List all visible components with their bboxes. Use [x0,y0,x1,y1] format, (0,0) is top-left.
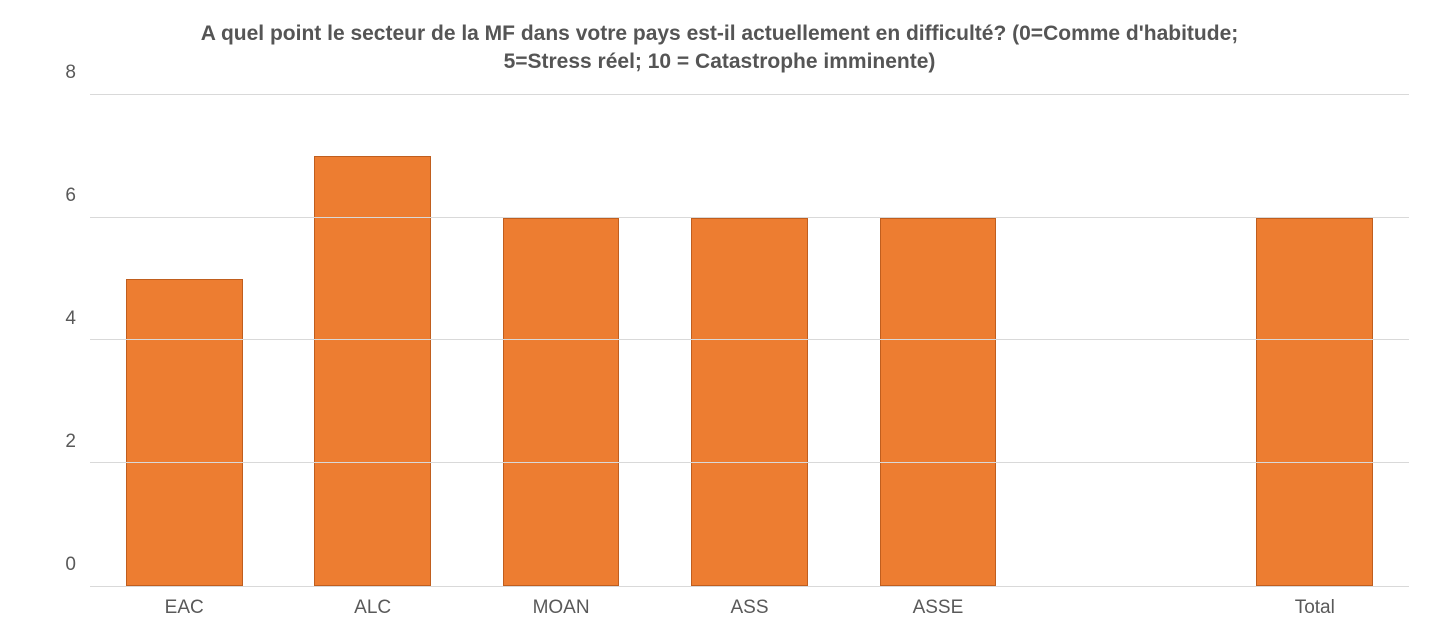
plot-area: 02468 EACALCMOANASSASSETotal [30,95,1409,631]
x-category-label: ASSE [913,597,964,619]
y-tick-label: 6 [65,185,76,207]
bars-row [90,95,1409,586]
bar-chart: A quel point le secteur de la MF dans vo… [0,0,1439,641]
x-category-label: EAC [165,597,204,619]
category-slot [844,95,1032,586]
bars-zone: EAC ALC MOAN ASS ASSE Total [90,95,1409,631]
category-slot [1221,95,1409,586]
gridline [90,217,1409,218]
x-category-label: ALC [354,597,391,619]
y-tick-label: 4 [65,308,76,330]
y-axis: 02468 [30,95,90,631]
gridline [90,339,1409,340]
category-slot [467,95,655,586]
category-slot [655,95,843,586]
bar [503,218,620,586]
y-tick-label: 8 [65,62,76,84]
y-tick-label: 0 [65,554,76,576]
gridline [90,462,1409,463]
bar [1256,218,1373,586]
chart-title: A quel point le secteur de la MF dans vo… [201,20,1239,77]
bar [314,156,431,586]
gridline [90,94,1409,95]
category-slot [90,95,278,586]
x-category-label: ASS [730,597,768,619]
category-slot [278,95,466,586]
bar [880,218,997,586]
chart-title-line1: A quel point le secteur de la MF dans vo… [201,20,1239,48]
x-axis: EAC ALC MOAN ASS ASSE Total [90,587,1409,631]
grid-zone [90,95,1409,587]
y-tick-label: 2 [65,431,76,453]
bar [126,279,243,586]
category-slot [1032,95,1220,586]
chart-title-line2: 5=Stress réel; 10 = Catastrophe imminent… [201,48,1239,76]
bar [691,218,808,586]
x-category-label: MOAN [533,597,590,619]
x-category-label: Total [1295,597,1335,619]
